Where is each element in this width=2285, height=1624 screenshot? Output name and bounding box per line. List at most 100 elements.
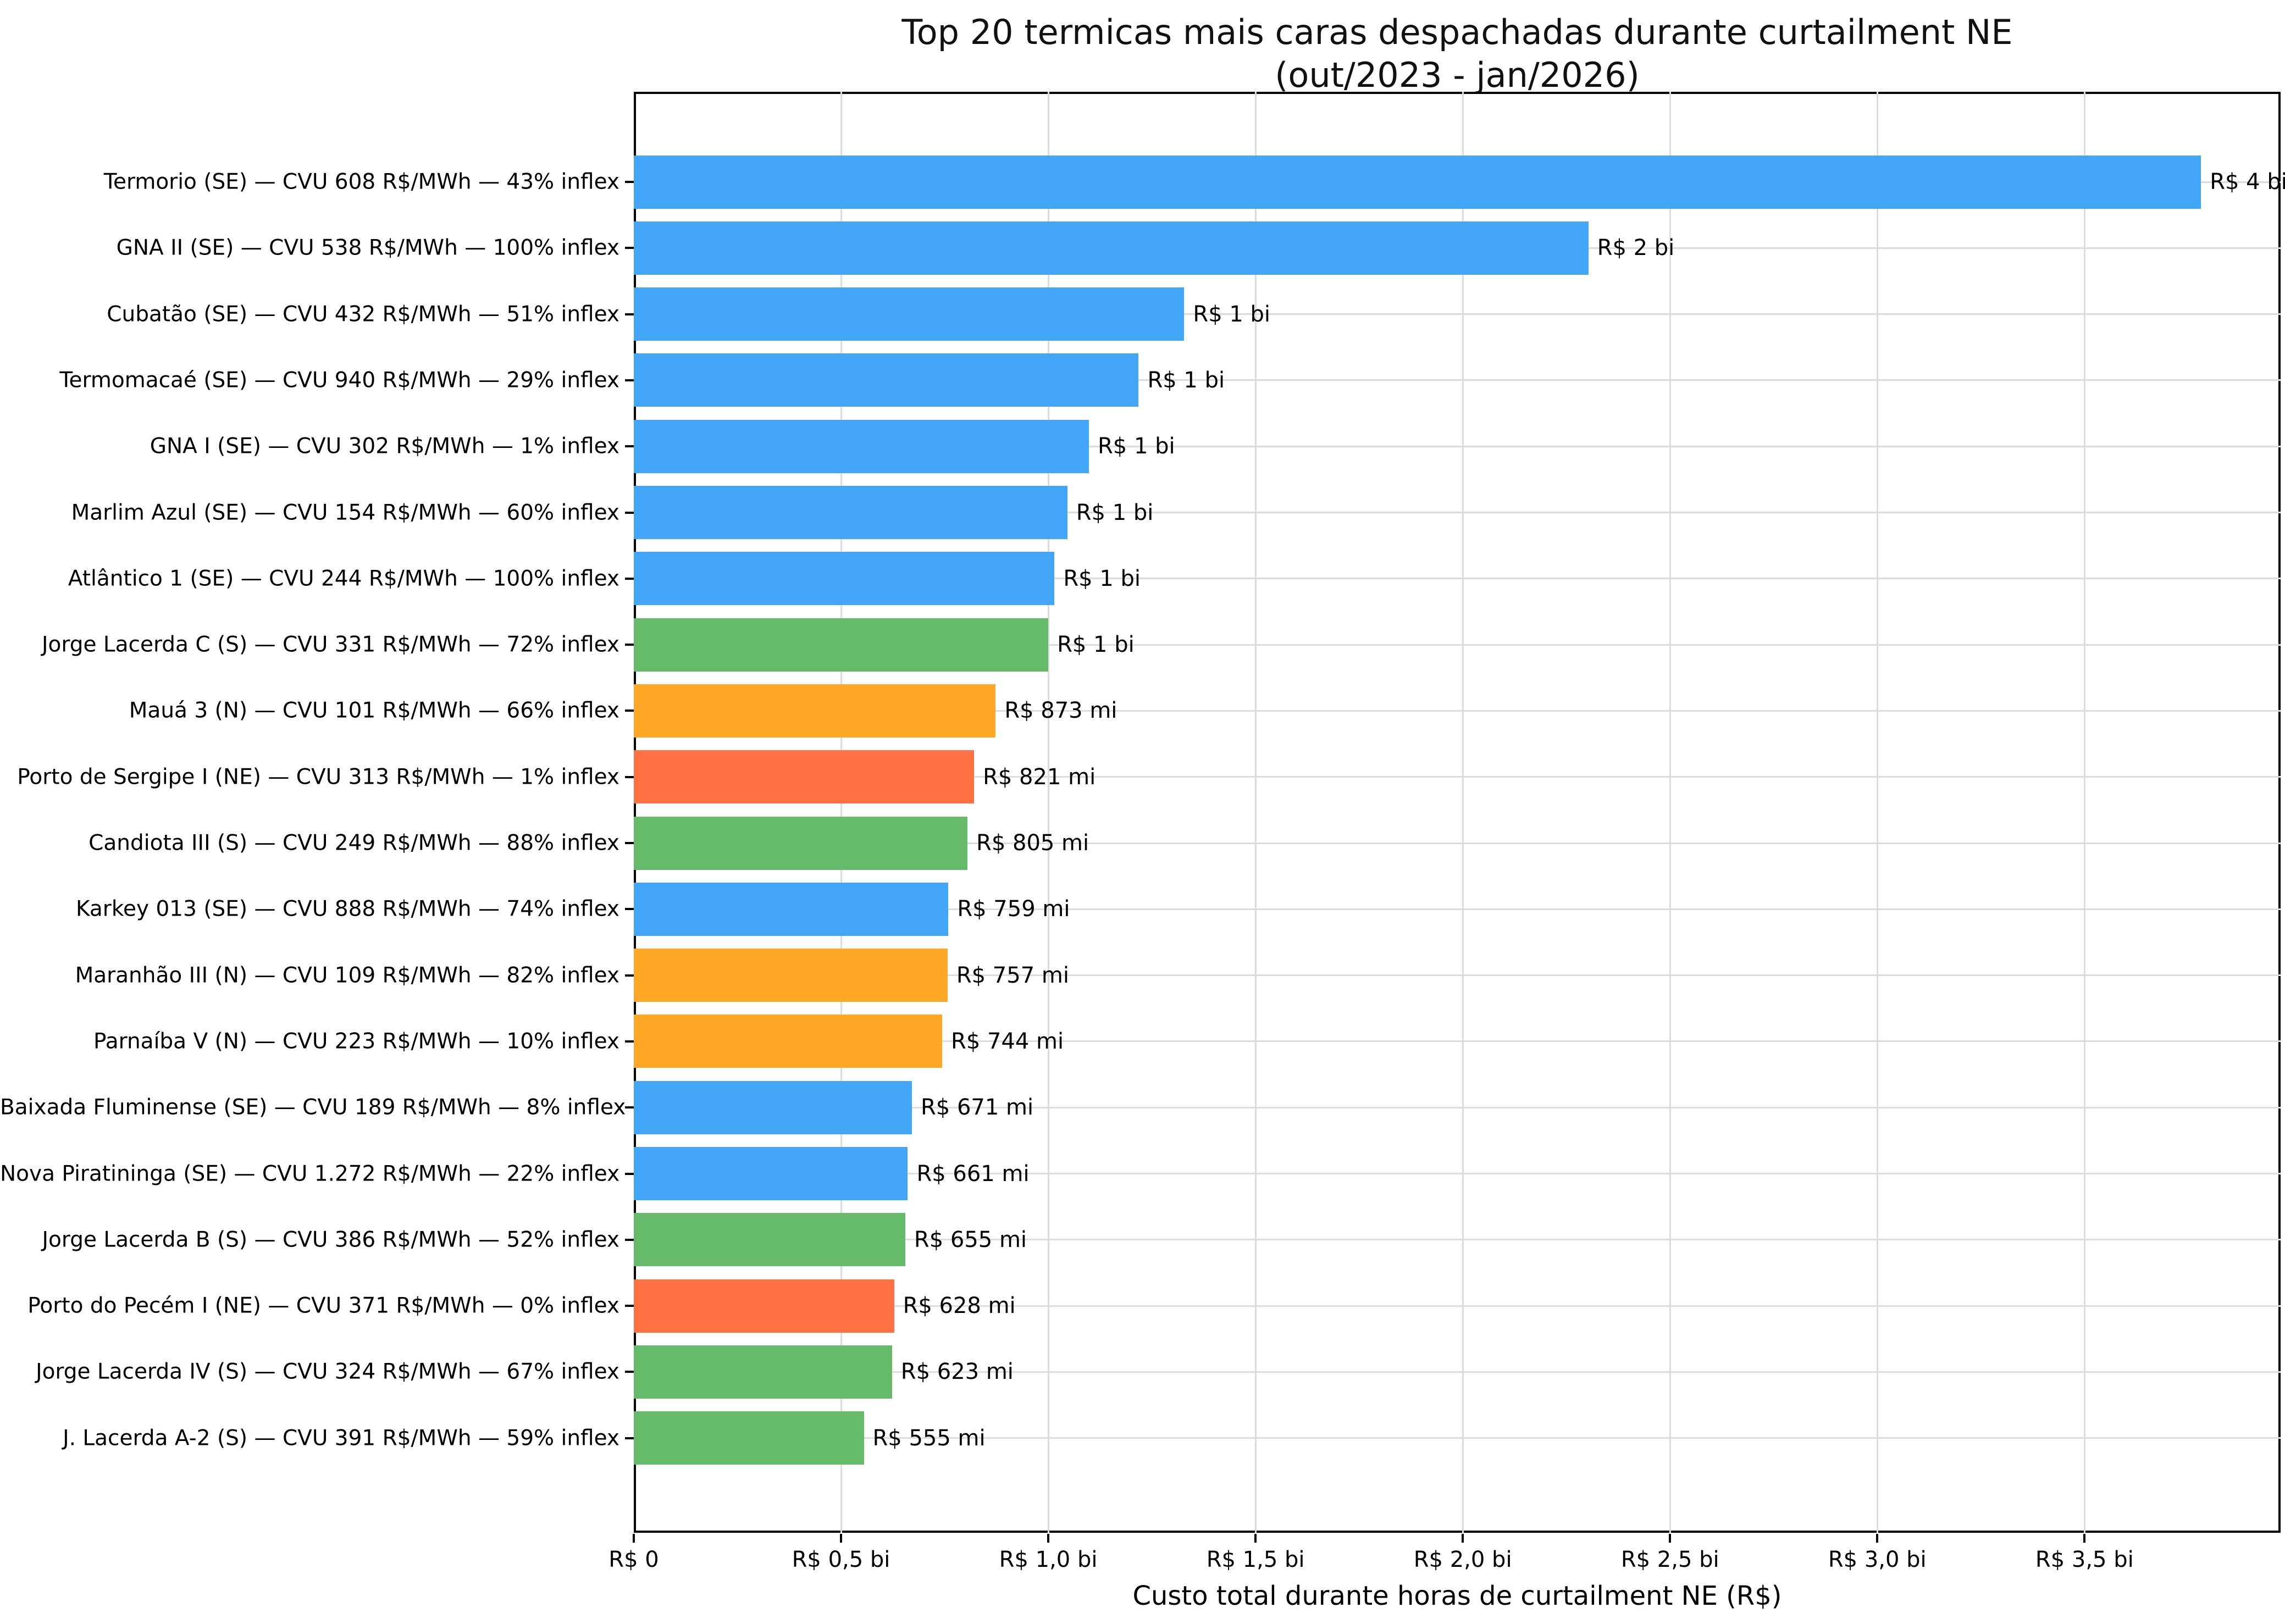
x-tick-mark (840, 1534, 843, 1543)
vertical-gridline (1876, 92, 1878, 1533)
bar (634, 1279, 894, 1333)
bar-value-label: R$ 759 mi (957, 896, 1070, 922)
x-tick-label: R$ 3,5 bi (2035, 1547, 2134, 1572)
bar (634, 1015, 943, 1068)
bar (634, 353, 1139, 407)
horizontal-gridline (634, 1371, 2281, 1373)
bar (634, 221, 1589, 275)
bar (634, 1411, 864, 1465)
y-tick-mark (625, 1305, 634, 1307)
x-tick-mark (1047, 1534, 1050, 1543)
bar (634, 1213, 905, 1267)
vertical-gridline (1254, 92, 1257, 1533)
bar (634, 419, 1089, 473)
horizontal-gridline (634, 1239, 2281, 1241)
y-tick-label: Porto de Sergipe I (NE) — CVU 313 R$/MWh… (17, 764, 619, 790)
horizontal-gridline (634, 445, 2281, 447)
chart-subtitle: (out/2023 - jan/2026) (1275, 55, 1640, 95)
vertical-gridline (2083, 92, 2085, 1533)
x-tick-label: R$ 0,5 bi (792, 1547, 890, 1572)
y-tick-mark (625, 908, 634, 911)
horizontal-gridline (634, 710, 2281, 712)
chart-title-block: Top 20 termicas mais caras despachadas d… (634, 11, 2281, 97)
y-tick-mark (625, 710, 634, 712)
x-tick-label: R$ 1,0 bi (999, 1547, 1098, 1572)
bar-value-label: R$ 1 bi (1193, 301, 1271, 327)
bar (634, 552, 1055, 606)
y-tick-mark (625, 775, 634, 778)
horizontal-gridline (634, 1437, 2281, 1439)
y-tick-mark (625, 379, 634, 381)
y-tick-label: Jorge Lacerda C (S) — CVU 331 R$/MWh — 7… (42, 632, 619, 657)
y-tick-mark (625, 842, 634, 844)
y-tick-label: Atlântico 1 (SE) — CVU 244 R$/MWh — 100%… (68, 566, 619, 591)
x-tick-mark (633, 1534, 635, 1543)
bar (634, 1080, 912, 1134)
axis-spine-top (634, 92, 2281, 94)
y-tick-mark (625, 445, 634, 448)
x-tick-mark (1254, 1534, 1257, 1543)
x-tick-label: R$ 2,5 bi (1620, 1547, 1719, 1572)
bar-value-label: R$ 661 mi (916, 1161, 1030, 1187)
bar (634, 949, 948, 1002)
bar-value-label: R$ 555 mi (872, 1425, 986, 1451)
y-tick-label: Cubatão (SE) — CVU 432 R$/MWh — 51% infl… (107, 302, 619, 327)
x-tick-label: R$ 0 (608, 1547, 659, 1572)
horizontal-gridline (634, 644, 2281, 646)
bar-value-label: R$ 623 mi (900, 1359, 1014, 1385)
horizontal-gridline (634, 1106, 2281, 1108)
horizontal-gridline (634, 1305, 2281, 1307)
y-tick-label: Termomacaé (SE) — CVU 940 R$/MWh — 29% i… (59, 368, 619, 393)
y-tick-mark (625, 974, 634, 977)
x-tick-label: R$ 3,0 bi (1828, 1547, 1927, 1572)
y-tick-mark (625, 1040, 634, 1043)
y-tick-label: Mauá 3 (N) — CVU 101 R$/MWh — 66% inflex (129, 698, 619, 723)
bar-value-label: R$ 744 mi (951, 1028, 1064, 1054)
bar (634, 750, 975, 804)
bar (634, 1147, 908, 1200)
y-tick-mark (625, 1437, 634, 1439)
horizontal-gridline (634, 908, 2281, 910)
y-tick-mark (625, 181, 634, 183)
y-tick-label: Candiota III (S) — CVU 249 R$/MWh — 88% … (88, 830, 619, 856)
bar-value-label: R$ 628 mi (903, 1293, 1016, 1319)
bar (634, 287, 1185, 341)
bar (634, 684, 996, 738)
x-tick-label: R$ 2,0 bi (1413, 1547, 1512, 1572)
horizontal-gridline (634, 974, 2281, 977)
vertical-gridline (1669, 92, 1671, 1533)
y-tick-mark (625, 644, 634, 646)
horizontal-gridline (634, 313, 2281, 315)
bar-value-label: R$ 821 mi (983, 764, 1096, 790)
y-tick-mark (625, 247, 634, 250)
y-tick-mark (625, 511, 634, 514)
horizontal-gridline (634, 379, 2281, 381)
bar (634, 882, 949, 936)
horizontal-gridline (634, 1040, 2281, 1043)
vertical-gridline (1462, 92, 1464, 1533)
y-tick-label: GNA I (SE) — CVU 302 R$/MWh — 1% inflex (150, 434, 619, 459)
x-tick-mark (2083, 1534, 2086, 1543)
x-axis-label: Custo total durante horas de curtailment… (1132, 1581, 1782, 1611)
bar-value-label: R$ 873 mi (1004, 698, 1117, 724)
axis-spine-left (634, 92, 636, 1533)
y-tick-label: Maranhão III (N) — CVU 109 R$/MWh — 82% … (75, 963, 619, 988)
y-tick-mark (625, 1106, 634, 1109)
y-tick-mark (625, 1371, 634, 1373)
y-tick-mark (625, 313, 634, 315)
axis-spine-right (2278, 92, 2281, 1533)
vertical-gridline (840, 92, 842, 1533)
bar-value-label: R$ 1 bi (1057, 632, 1135, 658)
x-tick-mark (1462, 1534, 1464, 1543)
bar-value-label: R$ 4 bi (2210, 169, 2285, 195)
plot-area: R$ 4 bi R$ 2 bi R$ 1 bi R$ 1 bi R$ 1 bi R$ 1 … (634, 92, 2285, 1533)
y-tick-label: Porto do Pecém I (NE) — CVU 371 R$/MWh —… (27, 1293, 619, 1318)
y-tick-mark (625, 577, 634, 580)
y-tick-mark (625, 1172, 634, 1175)
bar-value-label: R$ 1 bi (1076, 500, 1154, 525)
horizontal-gridline (634, 776, 2281, 778)
bar (634, 155, 2201, 209)
y-tick-label: Baixada Fluminense (SE) — CVU 189 R$/MWh… (0, 1095, 626, 1120)
bar-value-label: R$ 671 mi (920, 1095, 1034, 1121)
